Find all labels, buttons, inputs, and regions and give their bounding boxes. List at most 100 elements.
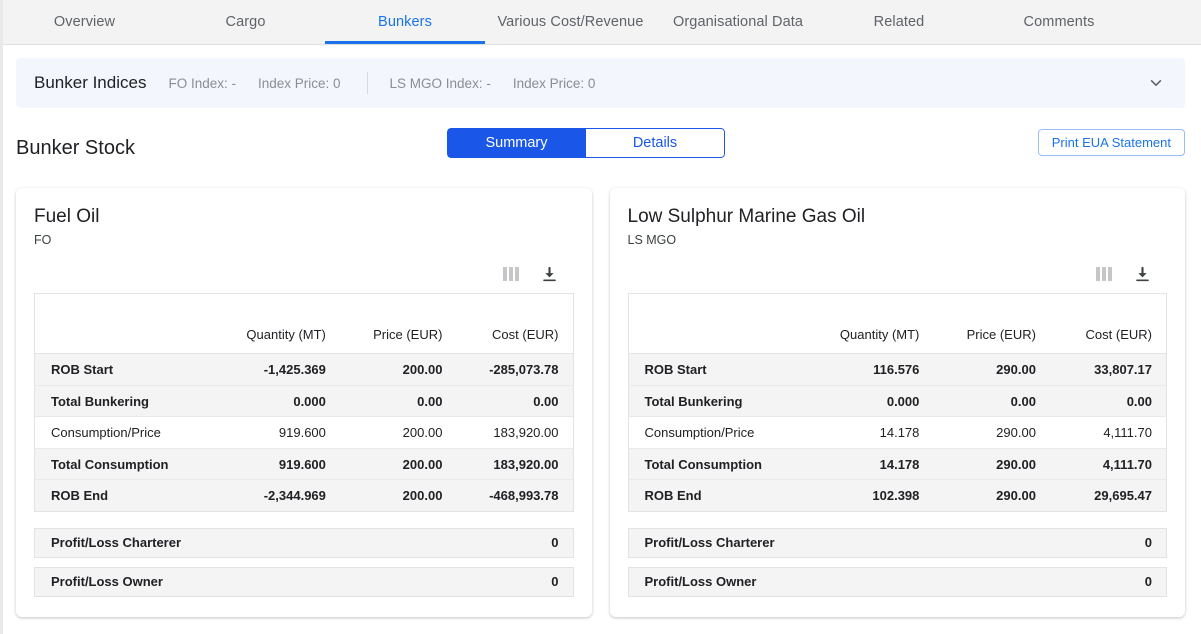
column-header: Cost (EUR) <box>1049 293 1167 355</box>
cell-cost: -285,073.78 <box>456 353 573 386</box>
row-label: Total Bunkering <box>34 385 224 418</box>
bunker-indices-title: Bunker Indices <box>34 73 147 92</box>
page-title: Bunker Stock <box>16 136 135 159</box>
column-header: Cost (EUR) <box>456 293 573 355</box>
column-header <box>628 293 817 355</box>
summary-details-toggle: Summary Details <box>447 128 725 158</box>
cell-cost: 183,920.00 <box>456 448 573 481</box>
cell-qty: -1,425.369 <box>223 353 340 386</box>
tab-various-cost-revenue[interactable]: Various Cost/Revenue <box>497 14 644 30</box>
row-label: ROB End <box>644 488 702 504</box>
profit-loss-row: Profit/Loss Owner 0 <box>34 566 574 597</box>
cell-qty: 102.398 <box>872 488 920 504</box>
bunker-stock-table: Quantity (MT) Price (EUR) Cost (EUR) ROB St… <box>34 293 574 512</box>
table-row: ROB Start 116.576 290.00 33,807.17 <box>628 353 1167 386</box>
left-scroll-rail[interactable] <box>0 0 3 634</box>
profit-loss-label: Profit/Loss Charterer <box>51 535 182 551</box>
download-icon[interactable] <box>1134 266 1151 283</box>
cell-cost: 33,807.17 <box>1049 353 1167 386</box>
tab-summary[interactable]: Summary <box>447 128 586 158</box>
profit-loss-value: 0 <box>551 574 559 590</box>
row-label: ROB Start <box>34 353 224 386</box>
cell-qty: -2,344.969 <box>263 488 326 504</box>
cell-qty: 0.000 <box>816 385 934 418</box>
download-icon[interactable] <box>541 266 558 283</box>
cell-price: 290.00 <box>996 488 1036 504</box>
profit-loss-row: Profit/Loss Charterer 0 <box>34 527 574 558</box>
cell-price: 200.00 <box>339 353 457 386</box>
column-header: Quantity (MT) <box>816 293 934 355</box>
cell-price: 0.00 <box>339 385 457 418</box>
tab-comments[interactable]: Comments <box>1023 14 1095 30</box>
cell-price: 290.00 <box>933 448 1050 481</box>
chevron-down-icon[interactable] <box>1145 72 1167 94</box>
tab-details[interactable]: Details <box>586 128 725 158</box>
column-header <box>34 293 224 355</box>
columns-icon[interactable] <box>502 267 519 282</box>
profit-loss-label: Profit/Loss Owner <box>644 574 757 590</box>
bunker-stock-header: Bunker Stock Summary Details Print EUA S… <box>16 120 1185 176</box>
profit-loss-row: Profit/Loss Charterer 0 <box>627 527 1167 558</box>
bunker-card: Low Sulphur Marine Gas Oil LS MGO Quantity… <box>609 188 1185 617</box>
tab-organisational-data[interactable]: Organisational Data <box>672 14 804 30</box>
table-row: Total Consumption 14.178 290.00 4,111.70 <box>628 448 1167 481</box>
row-label: Total Bunkering <box>628 385 817 418</box>
table-row: ROB End -2,344.969 200.00 -468,993.78 <box>34 479 573 512</box>
print-eua-statement-button[interactable]: Print EUA Statement <box>1037 129 1185 156</box>
tab-cargo[interactable]: Cargo <box>225 14 266 30</box>
row-label: Total Consumption <box>628 448 817 481</box>
cell-price: 290.00 <box>933 416 1050 449</box>
table-header-row: Quantity (MT) Price (EUR) Cost (EUR) <box>34 293 573 355</box>
cell-qty: 14.178 <box>816 416 934 449</box>
cell-qty: 116.576 <box>816 353 934 386</box>
card-toolbar <box>628 259 1168 289</box>
bunker-card: Fuel Oil FO Quantity (MT) Price (EUR) Cost (… <box>16 188 592 617</box>
bunker-indices-banner[interactable]: Bunker Indices FO Index: - Index Price: … <box>16 58 1185 108</box>
lsmgo-index-price: Index Price: 0 <box>512 75 596 91</box>
row-label: ROB Start <box>628 353 817 386</box>
cell-cost: 4,111.70 <box>1049 448 1167 481</box>
card-title: Low Sulphur Marine Gas Oil <box>627 206 866 227</box>
tab-bunkers[interactable]: Bunkers <box>325 0 485 44</box>
indices-divider <box>366 72 368 94</box>
cell-qty: 919.600 <box>223 416 340 449</box>
profit-loss-value: 0 <box>551 535 559 551</box>
cell-price: 200.00 <box>339 416 457 449</box>
table-row: Total Bunkering 0.000 0.00 0.00 <box>628 385 1167 418</box>
cell-qty: 0.000 <box>223 385 340 418</box>
table-row: Total Bunkering 0.000 0.00 0.00 <box>34 385 573 418</box>
cell-price: 290.00 <box>933 353 1050 386</box>
fo-index-price: Index Price: 0 <box>257 75 341 91</box>
cell-price: 200.00 <box>339 448 457 481</box>
table-header-row: Quantity (MT) Price (EUR) Cost (EUR) <box>628 293 1167 355</box>
fo-index-value: FO Index: - <box>168 75 236 91</box>
column-header: Price (EUR) <box>933 293 1050 355</box>
profit-loss-value: 0 <box>1144 574 1152 590</box>
cell-cost: -468,993.78 <box>489 488 559 504</box>
cell-cost: 0.00 <box>1049 385 1167 418</box>
row-label: Consumption/Price <box>34 416 224 449</box>
row-label: Total Consumption <box>34 448 224 481</box>
table-row: Consumption/Price 919.600 200.00 183,920.00 <box>34 416 573 449</box>
card-subtitle: FO <box>34 233 52 248</box>
cell-qty: 919.600 <box>223 448 340 481</box>
lsmgo-index-value: LS MGO Index: - <box>389 75 491 91</box>
card-subtitle: LS MGO <box>627 233 677 248</box>
tab-overview[interactable]: Overview <box>53 14 116 30</box>
column-header: Price (EUR) <box>339 293 457 355</box>
table-row: Consumption/Price 14.178 290.00 4,111.70 <box>628 416 1167 449</box>
column-header: Quantity (MT) <box>223 293 340 355</box>
cell-qty: 14.178 <box>816 448 934 481</box>
profit-loss-label: Profit/Loss Owner <box>51 574 163 590</box>
cell-price: 0.00 <box>933 385 1050 418</box>
columns-icon[interactable] <box>1096 267 1112 282</box>
row-label: ROB End <box>51 488 109 504</box>
table-row: ROB Start -1,425.369 200.00 -285,073.78 <box>34 353 573 386</box>
cell-cost: 183,920.00 <box>456 416 573 449</box>
profit-loss-value: 0 <box>1144 535 1152 551</box>
card-toolbar <box>34 259 574 289</box>
cell-cost: 29,695.47 <box>1094 488 1152 504</box>
table-row: ROB End 102.398 290.00 29,695.47 <box>628 479 1167 512</box>
tab-related[interactable]: Related <box>873 14 925 30</box>
bunker-stock-table: Quantity (MT) Price (EUR) Cost (EUR) ROB St… <box>627 293 1167 512</box>
